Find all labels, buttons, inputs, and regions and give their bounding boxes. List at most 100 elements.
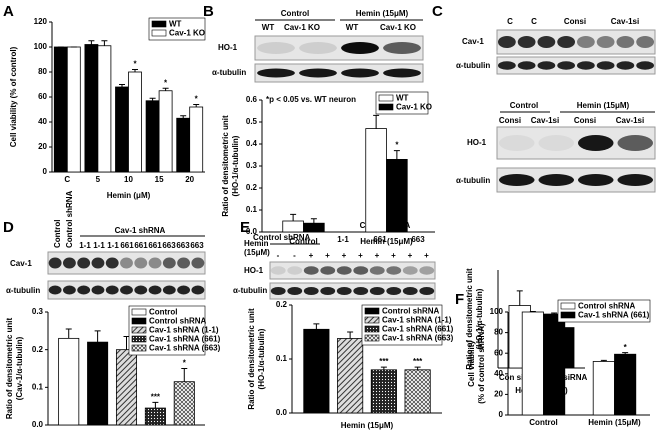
annotation: *p < 0.05 vs. WT neuron [266, 95, 356, 104]
band [299, 42, 337, 54]
legend-label: WT [169, 20, 182, 29]
band [48, 285, 62, 295]
band [120, 285, 133, 295]
x-tick-label: Con siRNA [499, 373, 541, 382]
bar [173, 381, 195, 426]
band [636, 61, 655, 70]
band [353, 266, 369, 275]
band [257, 68, 295, 78]
y-tick-label: 80 [494, 328, 503, 337]
label: - [277, 251, 280, 260]
band [576, 61, 595, 70]
band [383, 68, 421, 78]
bar [386, 158, 408, 233]
legend-label: Cav-1 shRNA (661) [149, 335, 221, 344]
y-tick-label: 0.2 [246, 183, 258, 192]
x-tick-label: 10 [124, 175, 133, 184]
panel-letter: E [240, 219, 250, 236]
panel-letter: F [455, 291, 464, 308]
error-bar [290, 213, 297, 221]
label: HO-1 [244, 266, 264, 275]
legend-swatch [560, 302, 576, 310]
error-bar [181, 368, 188, 382]
label: 661 [134, 241, 148, 250]
legend-swatch [364, 325, 380, 333]
band [419, 287, 435, 295]
error-bar [88, 40, 95, 45]
legend-label: Cav-1 shRNA (661) [382, 325, 454, 334]
band [383, 42, 421, 54]
label: + [309, 251, 314, 260]
label: 1-1 [107, 241, 119, 250]
band [386, 287, 402, 295]
y-label: Ratio of densitometric unit [5, 318, 14, 420]
label: C [531, 17, 537, 26]
band [62, 257, 76, 269]
bar [189, 106, 204, 173]
band [320, 287, 336, 295]
panel-letter: B [203, 3, 214, 20]
error-bar [380, 366, 387, 370]
legend-swatch [378, 103, 394, 111]
x-label: Hemin (μM) [107, 191, 151, 200]
legend-swatch [131, 326, 147, 334]
band [517, 61, 536, 70]
y-tick-label: 0.1 [32, 382, 44, 391]
significance: * [183, 359, 187, 368]
band [341, 68, 379, 78]
label: Cav-1 KO [284, 23, 320, 32]
band [148, 285, 162, 295]
legend-swatch [151, 29, 167, 37]
y-tick-label: 0.6 [246, 95, 258, 104]
x-tick-label: Control [529, 418, 557, 427]
band [191, 285, 205, 295]
band [134, 257, 148, 269]
band [336, 287, 352, 295]
error-bar [529, 310, 536, 312]
band [557, 61, 576, 70]
y-tick-label: 0.3 [246, 161, 258, 170]
significance: * [395, 141, 399, 150]
error-bar [193, 104, 200, 107]
band [91, 257, 105, 269]
band [105, 257, 119, 269]
band [353, 287, 369, 295]
error-bar [551, 312, 558, 315]
band [287, 266, 303, 275]
legend-swatch [131, 308, 147, 316]
error-bar [180, 115, 187, 119]
band [270, 266, 286, 275]
bar [365, 128, 387, 233]
legend-label: Control shRNA [149, 317, 207, 326]
bar [521, 311, 544, 416]
error-bar [414, 366, 421, 370]
error-bar [152, 401, 159, 409]
bar [303, 222, 325, 233]
label: α-tubulin [456, 176, 490, 185]
label: Hemin (15μM) [577, 101, 630, 110]
label: 1-1 [337, 235, 349, 244]
y-tick-label: 0.3 [32, 307, 44, 316]
label: + [391, 251, 396, 260]
x-tick-label: 5 [96, 175, 101, 184]
label: Cav-1si [616, 116, 644, 125]
bar [144, 407, 166, 426]
label: 663 [176, 241, 190, 250]
label: Control [281, 9, 309, 18]
y-tick-label: 0.0 [246, 227, 258, 236]
error-bar [516, 290, 523, 306]
y-tick-label: 20 [38, 142, 47, 151]
label: Control shRNA [65, 190, 74, 248]
error-bar [393, 150, 400, 160]
x-tick-label: C [64, 175, 70, 184]
legend-label: Control [149, 308, 177, 317]
y-tick-label: 0.5 [246, 117, 258, 126]
x-tick-label: 20 [185, 175, 194, 184]
y-label: (Cav-1/α-tubulin) [15, 336, 24, 400]
legend-label: Control shRNA [578, 302, 636, 311]
x-tick-label: Hemin (15μM) [588, 418, 641, 427]
legend-swatch [131, 335, 147, 343]
label: 663 [162, 241, 176, 250]
band [77, 257, 91, 269]
bar [282, 220, 304, 233]
